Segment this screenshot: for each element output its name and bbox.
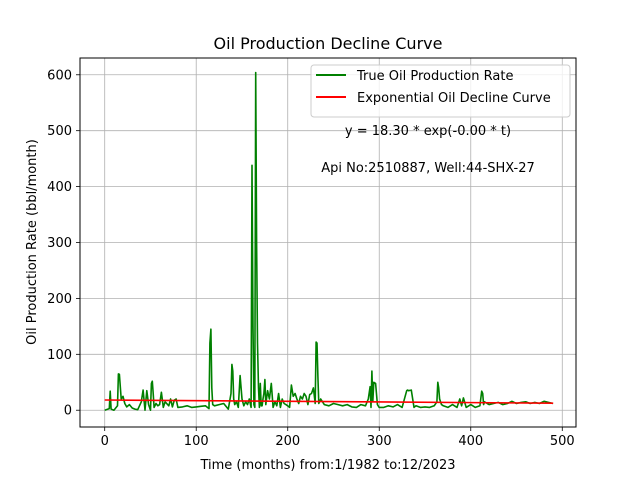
x-tick-label: 100 — [184, 434, 209, 449]
y-tick-label: 500 — [47, 124, 72, 139]
x-axis-label: Time (months) from:1/1982 to:12/2023 — [199, 458, 455, 473]
y-tick-label: 300 — [47, 236, 72, 251]
exponential-decline-line — [104, 399, 554, 404]
legend: True Oil Production Rate Exponential Oil… — [310, 64, 571, 118]
well-annotation: Api No:2510887, Well:44-SHX-27 — [321, 161, 535, 176]
x-tick-label: 0 — [101, 434, 109, 449]
legend-label-exponential: Exponential Oil Decline Curve — [357, 91, 551, 106]
chart-title: Oil Production Decline Curve — [214, 34, 443, 53]
y-tick-label: 200 — [47, 292, 72, 307]
legend-box — [310, 64, 571, 118]
axis-ticks: 0 100 200 300 400 500 0 100 200 300 400 500 600 — [47, 68, 575, 449]
true-oil-production-line — [104, 71, 554, 412]
y-axis-label: Oil Production Rate (bbl/month) — [25, 139, 40, 345]
y-tick-label: 600 — [47, 68, 72, 83]
equation-annotation: y = 18.30 * exp(-0.00 * t) — [345, 124, 511, 139]
x-tick-label: 400 — [458, 434, 483, 449]
legend-label-true-oil: True Oil Production Rate — [356, 69, 513, 84]
plot-series — [104, 71, 554, 412]
x-tick-label: 200 — [275, 434, 300, 449]
x-tick-label: 300 — [367, 434, 392, 449]
y-tick-label: 0 — [64, 404, 72, 419]
y-tick-label: 400 — [47, 180, 72, 195]
x-tick-label: 500 — [550, 434, 575, 449]
y-tick-label: 100 — [47, 348, 72, 363]
grid — [80, 58, 576, 427]
